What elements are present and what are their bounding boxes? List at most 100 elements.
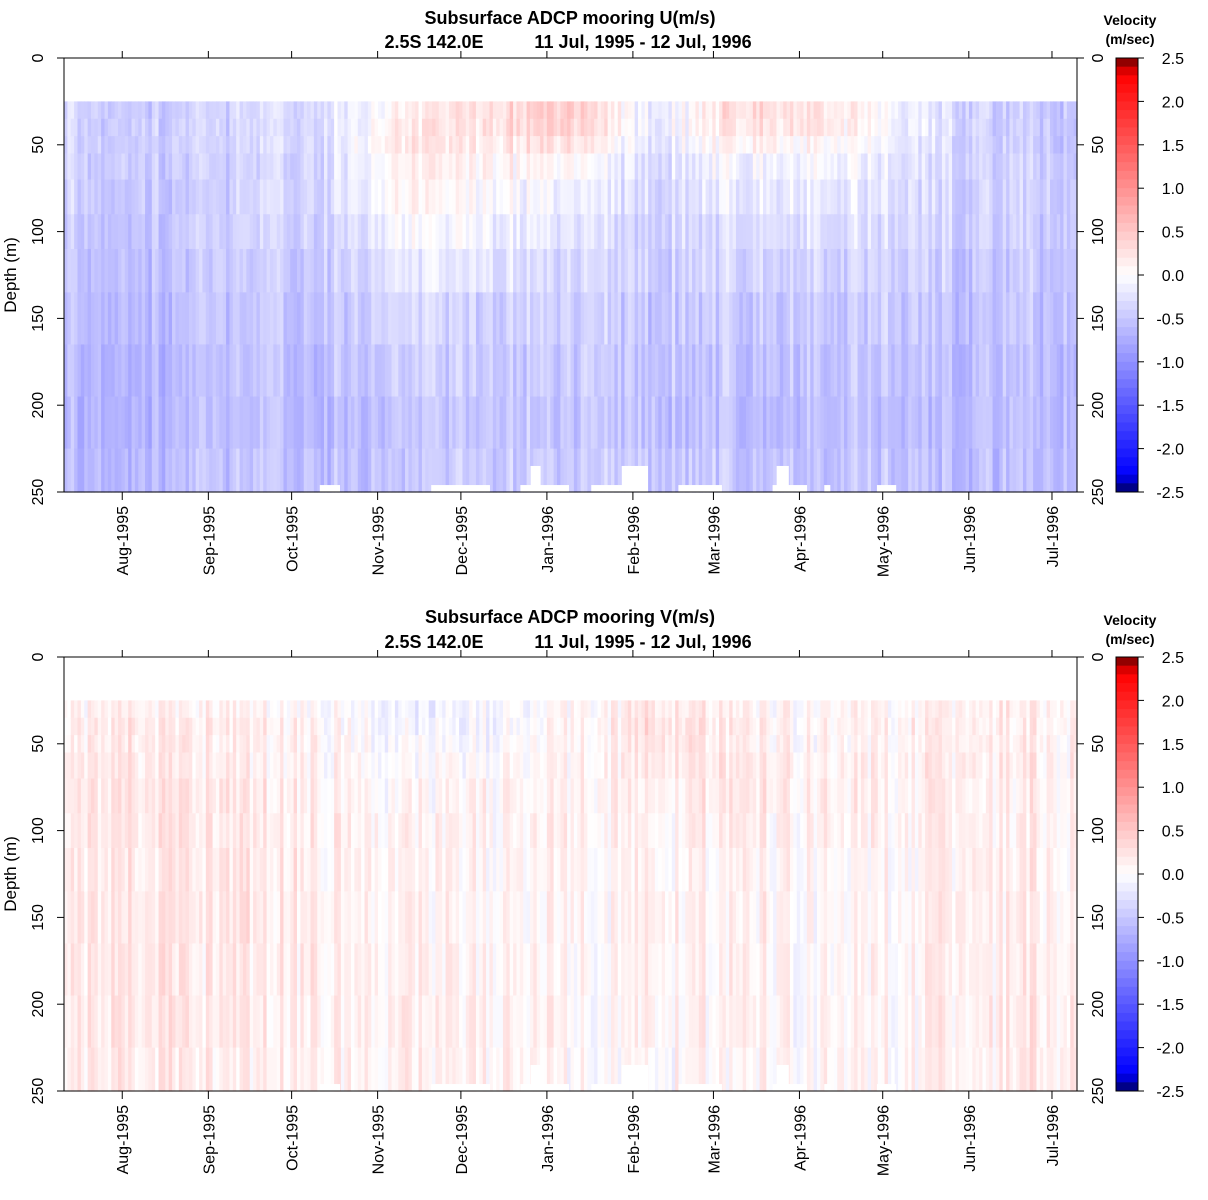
heatmap-cell <box>239 1047 244 1092</box>
heatmap-cell <box>381 1047 386 1092</box>
heatmap-cell <box>529 118 534 137</box>
heatmap-cell <box>769 101 774 120</box>
heatmap-cell <box>860 101 865 120</box>
heatmap-cell <box>148 735 153 754</box>
heatmap-cell <box>702 214 707 250</box>
heatmap-cell <box>351 891 355 945</box>
heatmap-cell <box>236 735 241 754</box>
heatmap-cell <box>918 214 923 250</box>
heatmap-cell <box>428 813 433 849</box>
heatmap-cell <box>445 344 450 398</box>
heatmap-cell <box>124 153 129 181</box>
heatmap-cell <box>445 943 450 997</box>
heatmap-cell <box>972 179 977 215</box>
heatmap-cell <box>641 136 646 155</box>
heatmap-cell <box>347 101 352 120</box>
heatmap-cell <box>543 396 548 450</box>
heatmap-cell <box>222 396 227 450</box>
heatmap-cell <box>74 344 79 398</box>
heatmap-cell <box>300 943 305 997</box>
heatmap-cell <box>371 995 376 1049</box>
heatmap-cell <box>492 847 497 892</box>
heatmap-cell <box>145 735 150 754</box>
heatmap-cell <box>661 136 666 155</box>
colorbar-segment <box>1116 431 1138 441</box>
heatmap-cell <box>141 1047 146 1092</box>
heatmap-cell <box>445 179 450 215</box>
heatmap-cell <box>499 700 504 719</box>
heatmap-cell <box>104 214 109 250</box>
heatmap-cell <box>411 847 416 892</box>
heatmap-cell <box>908 448 913 493</box>
heatmap-cell <box>374 752 379 780</box>
heatmap-cell <box>222 292 227 346</box>
heatmap-cell <box>246 752 251 780</box>
heatmap-cell <box>661 396 666 450</box>
heatmap-cell <box>580 448 585 493</box>
heatmap-cell <box>972 396 977 450</box>
heatmap-cell <box>948 153 953 181</box>
heatmap-cell <box>239 136 244 155</box>
heatmap-cell <box>296 752 301 780</box>
heatmap-cell <box>246 214 251 250</box>
heatmap-cell <box>438 717 443 736</box>
heatmap-cell <box>1039 214 1044 250</box>
heatmap-cell <box>381 214 386 250</box>
heatmap-cell <box>388 813 393 849</box>
heatmap-cell <box>796 448 801 493</box>
heatmap-cell <box>182 292 187 346</box>
heatmap-cell <box>111 448 116 493</box>
heatmap-cell <box>334 396 339 450</box>
heatmap-cell <box>985 292 990 346</box>
heatmap-cell <box>1043 101 1048 120</box>
heatmap-cell <box>432 752 437 780</box>
heatmap-cell <box>465 118 470 137</box>
heatmap-cell <box>692 292 697 346</box>
heatmap-cell <box>330 214 335 250</box>
heatmap-cell <box>219 752 224 780</box>
heatmap-cell <box>401 179 406 215</box>
heatmap-cell <box>1029 118 1034 137</box>
heatmap-cell <box>1029 136 1034 155</box>
heatmap-cell <box>506 813 511 849</box>
heatmap-cell <box>253 448 258 493</box>
heatmap-cell <box>300 292 305 346</box>
heatmap-cell <box>256 344 261 398</box>
heatmap-cell <box>425 995 430 1049</box>
heatmap-cell <box>752 448 757 493</box>
heatmap-cell <box>70 1047 75 1092</box>
heatmap-cell <box>621 396 626 450</box>
heatmap-cell <box>296 214 301 250</box>
colorbar-segment <box>1116 361 1138 371</box>
heatmap-cell <box>131 717 136 736</box>
heatmap-cell <box>587 101 592 120</box>
heatmap-cell <box>678 153 683 181</box>
heatmap-cell <box>432 995 437 1049</box>
heatmap-cell <box>97 752 102 780</box>
heatmap-cell <box>688 118 693 137</box>
heatmap-cell <box>681 214 686 250</box>
heatmap-cell <box>516 248 521 293</box>
heatmap-cell <box>155 396 160 450</box>
heatmap-cell <box>749 214 754 250</box>
heatmap-cell <box>759 214 764 250</box>
heatmap-cell <box>378 101 383 120</box>
heatmap-cell <box>107 1047 112 1092</box>
heatmap-cell <box>688 214 693 250</box>
heatmap-cell <box>1046 179 1051 215</box>
heatmap-cell <box>708 292 713 346</box>
heatmap-cell <box>820 101 825 120</box>
heatmap-cell <box>391 752 396 780</box>
heatmap-cell <box>543 344 548 398</box>
heatmap-cell <box>340 396 345 450</box>
heatmap-cell <box>796 118 801 137</box>
heatmap-cell <box>67 396 72 450</box>
heatmap-cell <box>540 344 545 398</box>
heatmap-cell <box>955 179 960 215</box>
heatmap-cell <box>222 847 227 892</box>
heatmap-cell <box>644 118 649 137</box>
heatmap-cell <box>286 1047 291 1092</box>
heatmap-cell <box>168 1047 173 1092</box>
heatmap-cell <box>394 735 399 754</box>
heatmap-cell <box>989 248 994 293</box>
